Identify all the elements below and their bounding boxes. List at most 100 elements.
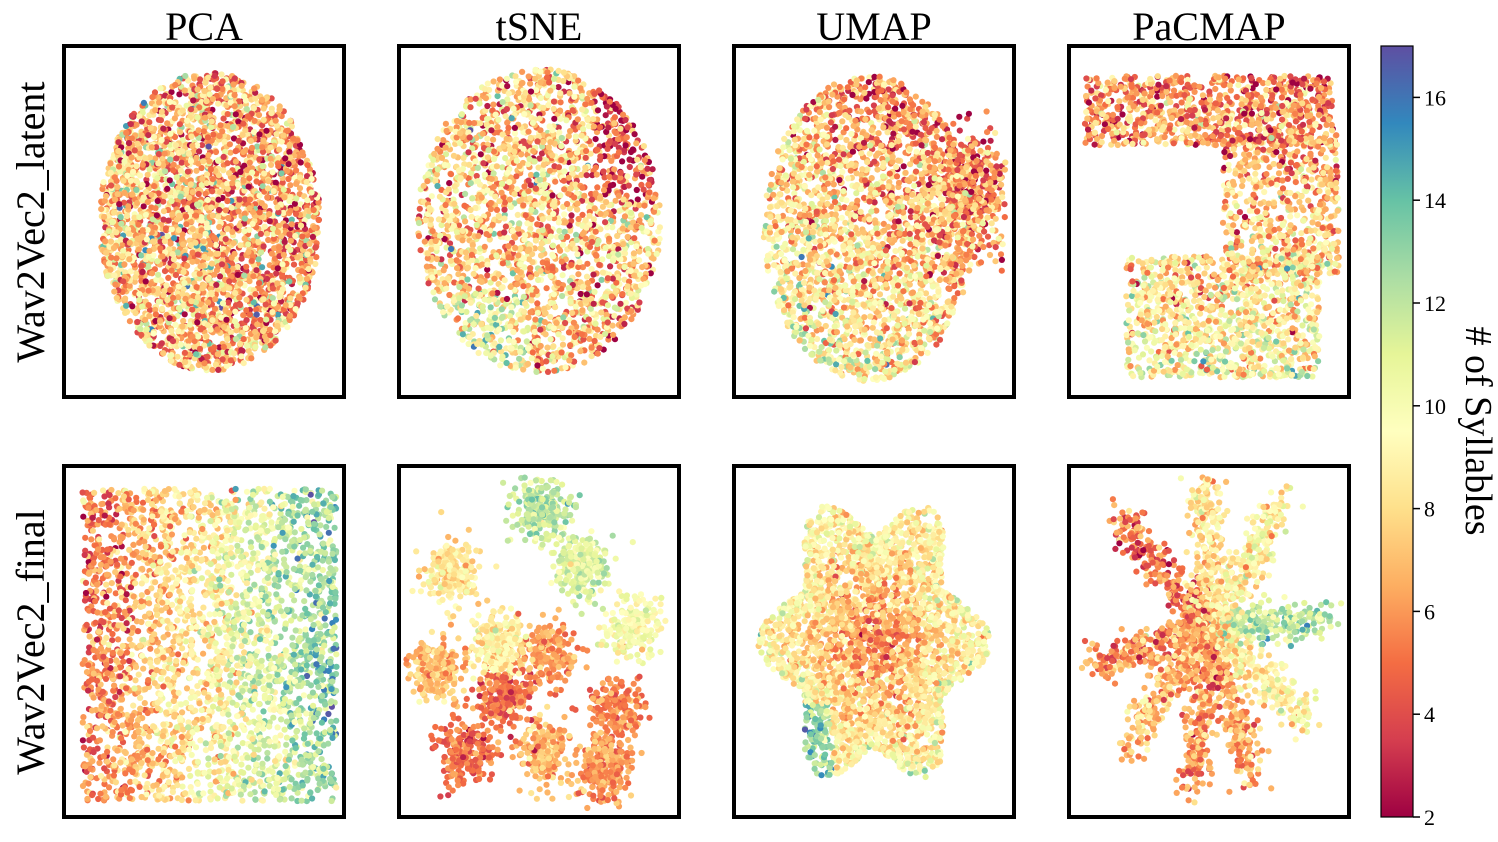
scatter-point	[261, 223, 268, 230]
scatter-point	[238, 353, 245, 360]
scatter-point	[494, 93, 501, 100]
scatter-point	[125, 203, 132, 210]
scatter-point	[242, 325, 249, 332]
scatter-point	[263, 316, 270, 323]
scatter-point	[146, 247, 153, 255]
scatter-point	[520, 202, 527, 209]
scatter-point	[473, 172, 480, 180]
scatter-point	[288, 123, 295, 130]
scatter-point	[220, 343, 227, 350]
scatter-point	[566, 357, 573, 364]
scatter-point	[236, 222, 243, 229]
scatter-point	[182, 213, 190, 220]
scatter-point	[208, 118, 215, 125]
scatter-point	[279, 179, 286, 186]
scatter-point	[514, 211, 521, 218]
scatter-point	[472, 204, 479, 211]
scatter-point	[501, 277, 508, 284]
scatter-point	[189, 142, 196, 150]
scatter-point	[515, 252, 522, 259]
scatter-point	[270, 300, 277, 307]
scatter-point	[226, 310, 233, 317]
scatter-point	[188, 91, 195, 99]
scatter-point	[287, 207, 294, 214]
scatter-point	[182, 72, 189, 80]
scatter-point	[612, 197, 619, 204]
scatter-point	[611, 174, 618, 181]
scatter-point	[281, 194, 288, 201]
scatter-point	[230, 135, 238, 142]
scatter-point	[532, 75, 539, 82]
scatter-point	[529, 291, 536, 298]
scatter-point	[473, 221, 480, 229]
scatter-point	[498, 348, 505, 355]
scatter-point	[236, 196, 243, 203]
scatter-point	[100, 179, 107, 186]
scatter-point	[242, 196, 249, 203]
scatter-point	[140, 203, 147, 210]
scatter-point	[136, 291, 143, 298]
scatter-point	[634, 306, 641, 313]
scatter-point	[139, 268, 146, 275]
scatter-point	[525, 128, 532, 135]
scatter-point	[228, 273, 235, 280]
scatter-point	[628, 316, 635, 323]
scatter-point	[624, 124, 631, 131]
scatter-point	[585, 316, 592, 323]
scatter-point	[236, 294, 243, 301]
scatter-point	[527, 80, 534, 87]
scatter-point	[195, 160, 202, 167]
scatter-point	[198, 214, 205, 221]
scatter-point	[215, 196, 222, 203]
scatter-point	[145, 253, 152, 260]
scatter-point	[176, 91, 183, 98]
scatter-point	[227, 329, 235, 336]
scatter-point	[264, 194, 271, 201]
scatter-point	[200, 128, 207, 135]
scatter-point	[206, 91, 213, 98]
scatter-point	[142, 188, 150, 196]
scatter-point	[194, 251, 201, 258]
scatter-point	[296, 275, 304, 282]
scatter-point	[269, 285, 276, 292]
scatter-point	[613, 279, 620, 286]
scatter-point	[428, 161, 435, 168]
scatter-point	[175, 294, 182, 301]
scatter-point	[123, 212, 131, 220]
scatter-point	[232, 158, 239, 165]
scatter-point	[172, 271, 179, 279]
scatter-point	[194, 86, 201, 93]
scatter-point	[187, 181, 194, 188]
scatter-point	[575, 264, 582, 271]
scatter-point	[194, 201, 201, 208]
scatter-point	[444, 275, 451, 282]
scatter-point	[273, 131, 280, 138]
scatter-point	[515, 89, 522, 96]
scatter-point	[108, 182, 115, 189]
scatter-point	[442, 151, 450, 158]
scatter-point	[531, 245, 538, 252]
scatter-point	[153, 276, 160, 283]
scatter-point	[170, 294, 177, 301]
scatter-point	[107, 266, 114, 273]
scatter-point	[133, 121, 140, 128]
scatter-point	[565, 174, 572, 181]
scatter-point	[574, 200, 581, 207]
scatter-point	[512, 73, 519, 80]
scatter-point	[186, 194, 193, 201]
scatter-point	[520, 283, 527, 290]
scatter-point	[207, 84, 214, 91]
scatter-point	[582, 217, 589, 224]
scatter-point	[231, 318, 239, 325]
scatter-point	[120, 199, 128, 206]
scatter-point	[143, 326, 150, 333]
scatter-point	[159, 253, 166, 260]
scatter-point	[292, 306, 299, 313]
scatter-point	[502, 155, 509, 162]
scatter-point	[230, 240, 237, 247]
scatter-point	[447, 257, 454, 264]
scatter-point	[209, 176, 216, 183]
scatter-point	[204, 322, 211, 329]
scatter-point	[202, 230, 209, 237]
scatter-point	[152, 311, 159, 318]
